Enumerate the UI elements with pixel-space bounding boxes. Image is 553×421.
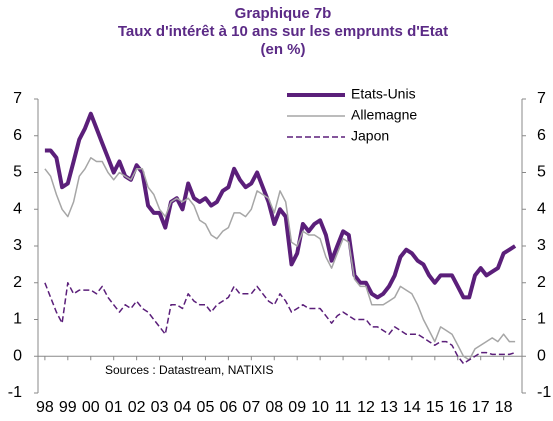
y2-tick-label: 5: [537, 164, 546, 181]
y-tick-label: 3: [13, 237, 22, 254]
x-tick-label: 06: [219, 399, 237, 416]
y-tick-label: 6: [13, 127, 22, 144]
chart-title: Graphique 7b: [235, 5, 332, 22]
x-tick-label: 17: [472, 399, 490, 416]
x-tick-label: 02: [128, 399, 146, 416]
x-tick-label: 08: [265, 399, 283, 416]
legend-label: Etats-Unis: [351, 86, 416, 102]
x-tick-label: 05: [197, 399, 215, 416]
y2-tick-label: 2: [537, 274, 546, 291]
legend-label: Allemagne: [351, 107, 417, 123]
y-tick-label: 7: [13, 90, 22, 107]
y-tick-label: 0: [13, 347, 22, 364]
source-note: Sources : Datastream, NATIXIS: [105, 363, 274, 377]
x-tick-label: 98: [36, 399, 54, 416]
x-tick-label: 15: [426, 399, 444, 416]
series-line: [44, 282, 516, 365]
series-line: [44, 157, 516, 361]
y2-tick-label: 0: [537, 347, 546, 364]
legend-label: Japon: [351, 128, 389, 144]
x-tick-label: 99: [59, 399, 77, 416]
chart-subtitle: Taux d'intérêt à 10 ans sur les emprunts…: [118, 23, 448, 40]
x-tick-label: 11: [335, 399, 352, 416]
y2-tick-label: 6: [537, 127, 546, 144]
y-tick-label: 4: [13, 200, 22, 217]
y-tick-label: 5: [13, 164, 22, 181]
x-tick-label: 07: [242, 399, 260, 416]
y2-tick-label: -1: [537, 384, 551, 401]
chart-subtitle: (en %): [261, 41, 306, 58]
y2-tick-label: 1: [537, 311, 546, 328]
x-tick-label: 09: [288, 399, 306, 416]
x-tick-label: 00: [82, 399, 100, 416]
x-tick-label: 01: [105, 399, 123, 416]
x-tick-label: 16: [449, 399, 467, 416]
y2-tick-label: 3: [537, 237, 546, 254]
x-tick-label: 13: [380, 399, 398, 416]
y-tick-label: -1: [8, 384, 22, 401]
x-tick-label: 18: [495, 399, 513, 416]
series-line: [44, 111, 517, 300]
x-tick-label: 14: [403, 399, 421, 416]
x-tick-label: 04: [174, 399, 192, 416]
y2-tick-label: 4: [537, 200, 546, 217]
y-tick-label: 2: [13, 274, 22, 291]
x-tick-label: 12: [357, 399, 375, 416]
x-tick-label: 10: [311, 399, 329, 416]
y-tick-label: 1: [13, 311, 22, 328]
y2-tick-label: 7: [537, 90, 546, 107]
x-tick-label: 03: [151, 399, 169, 416]
